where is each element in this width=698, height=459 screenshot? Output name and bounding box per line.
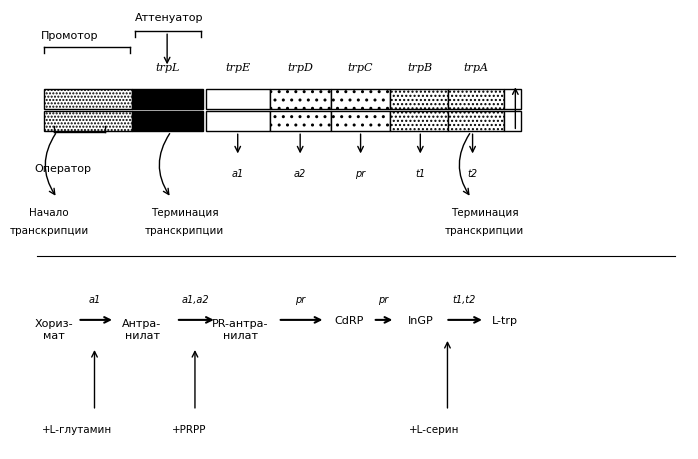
Text: +L-серин: +L-серин [408, 425, 459, 435]
Text: Начало: Начало [29, 208, 69, 218]
Bar [269, 90, 331, 110]
Bar [448, 112, 504, 132]
Text: CdRP: CdRP [334, 315, 364, 325]
Text: pr: pr [295, 294, 305, 304]
Text: транскрипции: транскрипции [9, 226, 89, 236]
Text: trpD: trpD [288, 63, 313, 73]
Text: L-trp: L-trp [492, 315, 518, 325]
Bar [206, 90, 269, 110]
Text: a1: a1 [232, 168, 244, 178]
Text: pr: pr [355, 168, 366, 178]
Text: trpC: trpC [348, 63, 373, 73]
Text: +PRPP: +PRPP [172, 425, 207, 435]
Text: a1,a2: a1,a2 [181, 294, 209, 304]
Text: trpB: trpB [407, 63, 432, 73]
Bar [132, 90, 203, 110]
Text: InGP: InGP [408, 315, 433, 325]
Bar [390, 112, 448, 132]
Text: a2: a2 [294, 168, 306, 178]
Bar [331, 90, 390, 110]
Text: транскрипции: транскрипции [445, 226, 524, 236]
Bar [43, 112, 132, 132]
Bar [206, 112, 269, 132]
Text: trpA: trpA [463, 63, 489, 73]
Bar [269, 112, 331, 132]
Text: trpE: trpE [225, 63, 251, 73]
Bar [504, 90, 521, 110]
Text: t2: t2 [468, 168, 477, 178]
Bar [504, 112, 521, 132]
Text: Хориз-
мат: Хориз- мат [34, 319, 73, 340]
Text: Аттенуатор: Аттенуатор [135, 13, 203, 23]
Bar [132, 112, 203, 132]
Text: Промотор: Промотор [40, 31, 98, 41]
Bar [448, 90, 504, 110]
Bar [43, 90, 132, 110]
Text: a1: a1 [89, 294, 101, 304]
Text: trpL: trpL [155, 63, 179, 73]
Text: Оператор: Оператор [34, 164, 91, 174]
Bar [390, 90, 448, 110]
Text: Антра-
нилат: Антра- нилат [122, 319, 162, 340]
Text: PR-антра-
нилат: PR-антра- нилат [212, 319, 269, 340]
Text: транскрипции: транскрипции [145, 226, 224, 236]
Text: Терминация: Терминация [151, 208, 218, 218]
Text: +L-глутамин: +L-глутамин [43, 425, 112, 435]
Text: t1,t2: t1,t2 [453, 294, 476, 304]
Text: Терминация: Терминация [451, 208, 519, 218]
Text: pr: pr [378, 294, 388, 304]
Text: t1: t1 [415, 168, 425, 178]
Bar [331, 112, 390, 132]
